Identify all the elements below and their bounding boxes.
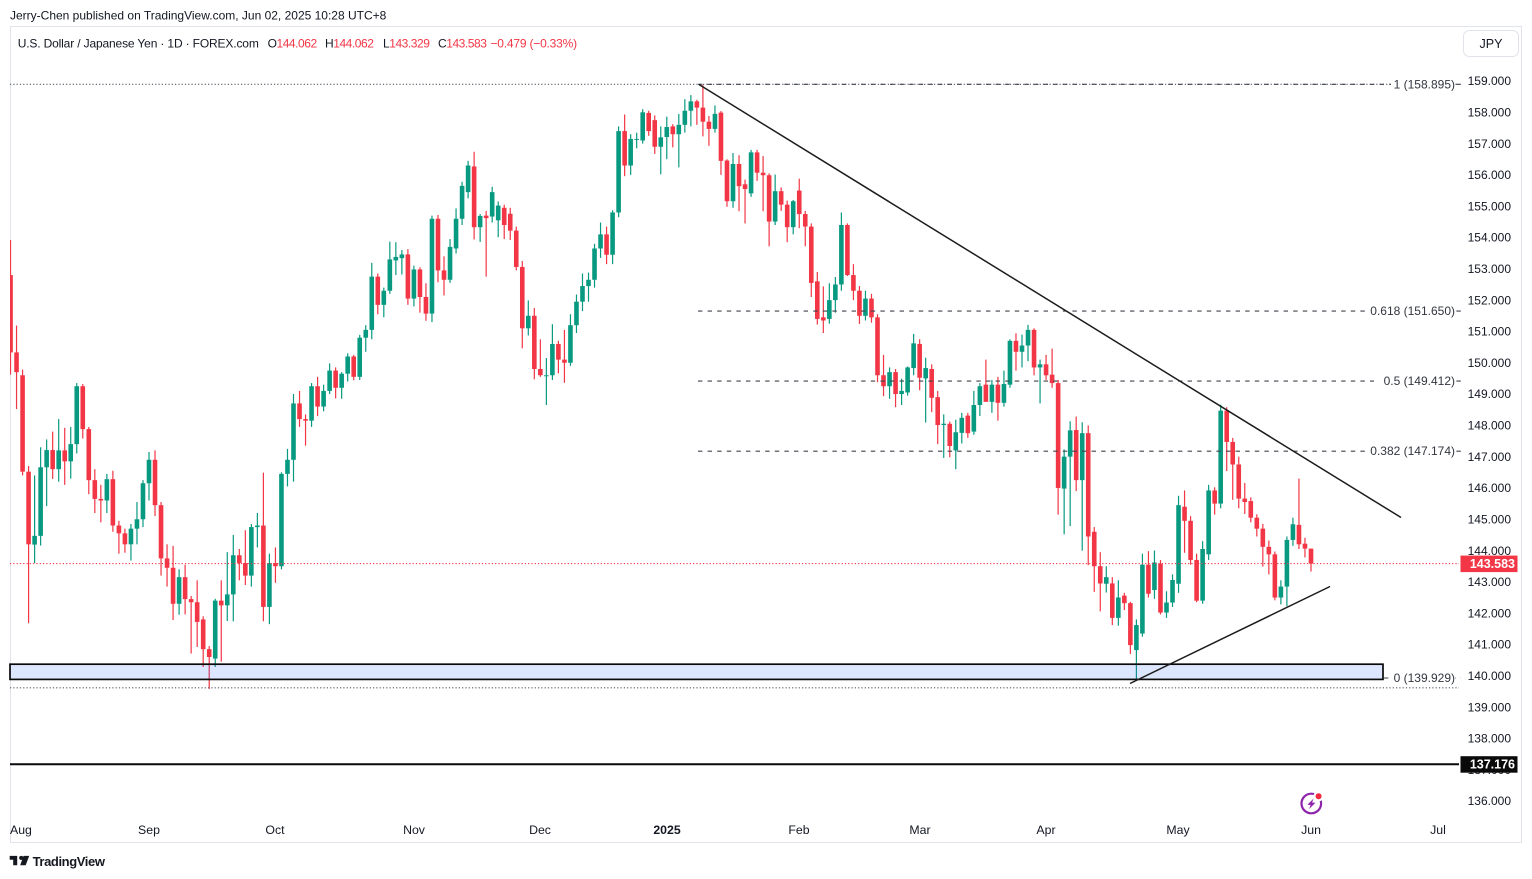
svg-text:L143.329: L143.329 — [383, 36, 430, 50]
svg-text:142.000: 142.000 — [1468, 606, 1512, 620]
svg-text:C143.583: C143.583 — [438, 36, 487, 50]
svg-text:151.000: 151.000 — [1468, 325, 1512, 339]
svg-text:0 (139.929): 0 (139.929) — [1394, 671, 1455, 685]
svg-text:Oct: Oct — [265, 823, 285, 837]
svg-text:150.000: 150.000 — [1468, 356, 1512, 370]
svg-text:Sep: Sep — [138, 823, 160, 837]
svg-text:JPY: JPY — [1480, 37, 1504, 51]
svg-text:159.000: 159.000 — [1468, 74, 1512, 88]
svg-text:147.000: 147.000 — [1468, 450, 1512, 464]
svg-text:0.382 (147.174): 0.382 (147.174) — [1370, 444, 1455, 458]
svg-text:Nov: Nov — [403, 823, 426, 837]
svg-text:−0.479 (−0.33%): −0.479 (−0.33%) — [491, 36, 578, 50]
svg-text:139.000: 139.000 — [1468, 700, 1512, 714]
svg-text:Aug: Aug — [10, 823, 32, 837]
svg-text:140.000: 140.000 — [1468, 669, 1512, 683]
svg-text:U.S. Dollar / Japanese Yen · 1: U.S. Dollar / Japanese Yen · 1D · FOREX.… — [18, 36, 259, 50]
svg-text:143.583: 143.583 — [1470, 557, 1515, 571]
svg-text:Jun: Jun — [1301, 823, 1321, 837]
svg-text:156.000: 156.000 — [1468, 168, 1512, 182]
svg-text:153.000: 153.000 — [1468, 262, 1512, 276]
svg-text:157.000: 157.000 — [1468, 137, 1512, 151]
svg-text:H144.062: H144.062 — [325, 36, 374, 50]
svg-text:138.000: 138.000 — [1468, 732, 1512, 746]
svg-text:149.000: 149.000 — [1468, 387, 1512, 401]
svg-text:154.000: 154.000 — [1468, 231, 1512, 245]
svg-text:158.000: 158.000 — [1468, 106, 1512, 120]
svg-text:Jul: Jul — [1430, 823, 1446, 837]
svg-text:Dec: Dec — [529, 823, 551, 837]
svg-text:136.000: 136.000 — [1468, 794, 1512, 808]
svg-text:155.000: 155.000 — [1468, 199, 1512, 213]
svg-text:141.000: 141.000 — [1468, 638, 1512, 652]
svg-text:0.618 (151.650): 0.618 (151.650) — [1370, 304, 1455, 318]
svg-text:May: May — [1166, 823, 1190, 837]
svg-text:148.000: 148.000 — [1468, 419, 1512, 433]
svg-text:143.000: 143.000 — [1468, 575, 1512, 589]
svg-text:145.000: 145.000 — [1468, 513, 1512, 527]
svg-text:146.000: 146.000 — [1468, 481, 1512, 495]
svg-text:O144.062: O144.062 — [268, 36, 318, 50]
svg-text:1 (158.895): 1 (158.895) — [1394, 77, 1455, 91]
svg-text:144.000: 144.000 — [1468, 544, 1512, 558]
svg-text:137.176: 137.176 — [1470, 758, 1515, 772]
svg-text:152.000: 152.000 — [1468, 293, 1512, 307]
svg-text:Apr: Apr — [1036, 823, 1055, 837]
svg-text:Mar: Mar — [909, 823, 930, 837]
svg-text:Jerry-Chen published on Tradin: Jerry-Chen published on TradingView.com,… — [10, 8, 387, 22]
svg-text:0.5 (149.412): 0.5 (149.412) — [1384, 374, 1455, 388]
svg-text:TradingView: TradingView — [33, 854, 106, 869]
svg-text:2025: 2025 — [653, 823, 681, 837]
svg-text:Feb: Feb — [788, 823, 809, 837]
